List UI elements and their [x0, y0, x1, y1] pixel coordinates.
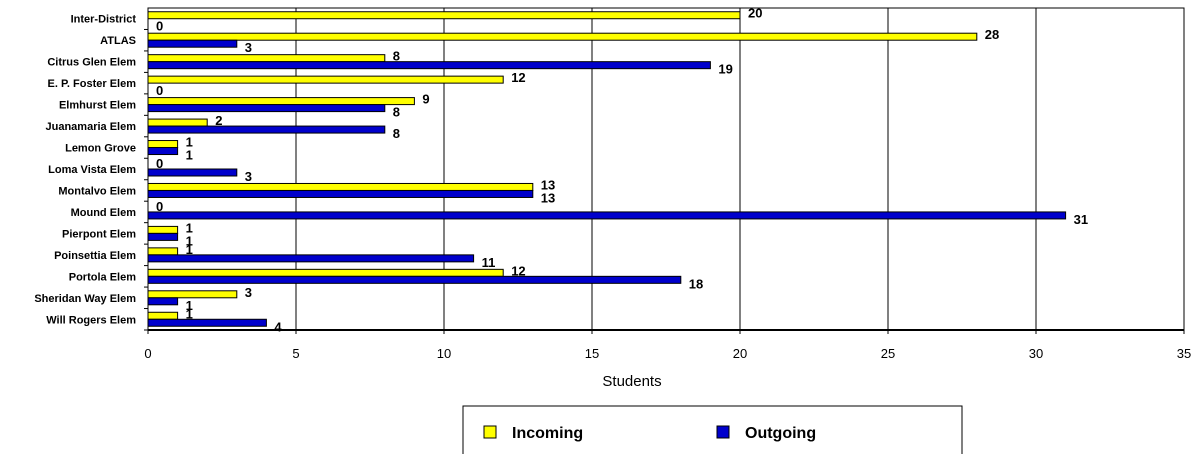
- value-label-incoming-sheridan-way-elem: 3: [245, 285, 252, 300]
- x-tick-label-25: 25: [881, 346, 895, 361]
- x-tick-label-0: 0: [144, 346, 151, 361]
- category-label-inter-district: Inter-District: [71, 14, 137, 26]
- legend-label-incoming: Incoming: [512, 425, 583, 442]
- value-label-incoming-lemon-grove: 1: [186, 135, 193, 150]
- x-tick-label-20: 20: [733, 346, 747, 361]
- bar-outgoing-mound-elem: [147, 211, 1067, 220]
- legend-swatch-outgoing: [716, 425, 730, 439]
- value-label-incoming-poinsettia-elem: 1: [186, 242, 193, 257]
- value-label-incoming-will-rogers-elem: 1: [186, 306, 193, 321]
- legend-label-outgoing: Outgoing: [745, 425, 816, 442]
- value-label-outgoing-citrus-glen-elem: 19: [718, 62, 732, 77]
- value-label-outgoing-mound-elem: 31: [1074, 212, 1088, 227]
- category-label-pierpont-elem: Pierpont Elem: [62, 228, 136, 240]
- value-label-outgoing-lemon-grove: 1: [186, 148, 193, 163]
- legend-box: [462, 405, 963, 454]
- bar-outgoing-montalvo-elem: [147, 189, 534, 198]
- value-label-incoming-citrus-glen-elem: 8: [393, 49, 400, 64]
- value-label-outgoing-portola-elem: 18: [689, 276, 703, 291]
- bar-incoming-citrus-glen-elem: [147, 54, 386, 63]
- bar-incoming-e-p-foster-elem: [147, 75, 504, 84]
- category-label-elmhurst-elem: Elmhurst Elem: [59, 100, 136, 112]
- value-label-outgoing-elmhurst-elem: 8: [393, 105, 400, 120]
- bar-outgoing-elmhurst-elem: [147, 104, 386, 113]
- x-tick-label-30: 30: [1029, 346, 1043, 361]
- x-axis-title: Students: [602, 373, 661, 390]
- bar-incoming-sheridan-way-elem: [147, 290, 238, 299]
- bar-incoming-will-rogers-elem: [147, 311, 179, 320]
- bar-outgoing-atlas: [147, 39, 238, 48]
- bar-incoming-juanamaria-elem: [147, 118, 208, 127]
- bar-incoming-elmhurst-elem: [147, 97, 415, 106]
- value-label-outgoing-poinsettia-elem: 11: [482, 255, 496, 270]
- x-tick-label-5: 5: [292, 346, 299, 361]
- value-label-outgoing-will-rogers-elem: 4: [274, 319, 282, 334]
- bar-incoming-montalvo-elem: [147, 182, 534, 191]
- bar-incoming-lemon-grove: [147, 140, 179, 149]
- bar-outgoing-pierpont-elem: [147, 232, 179, 241]
- bar-outgoing-portola-elem: [147, 275, 682, 284]
- value-label-outgoing-montalvo-elem: 13: [541, 190, 555, 205]
- bar-incoming-inter-district: [147, 11, 741, 20]
- value-label-outgoing-e-p-foster-elem: 0: [156, 83, 163, 98]
- category-label-citrus-glen-elem: Citrus Glen Elem: [47, 57, 136, 69]
- value-label-incoming-elmhurst-elem: 9: [422, 92, 429, 107]
- category-label-poinsettia-elem: Poinsettia Elem: [54, 250, 136, 262]
- category-label-e-p-foster-elem: E. P. Foster Elem: [48, 78, 137, 90]
- category-label-atlas: ATLAS: [100, 35, 136, 47]
- value-label-incoming-atlas: 28: [985, 27, 999, 42]
- x-tick-label-15: 15: [585, 346, 599, 361]
- bar-outgoing-will-rogers-elem: [147, 318, 267, 327]
- bar-outgoing-juanamaria-elem: [147, 125, 386, 134]
- category-labels: Inter-District ATLAS Citrus Glen Elem E. P.…: [34, 14, 136, 327]
- bar-incoming-poinsettia-elem: [147, 247, 179, 256]
- axes: [144, 8, 1184, 331]
- bar-incoming-portola-elem: [147, 268, 504, 277]
- category-label-montalvo-elem: Montalvo Elem: [58, 185, 136, 197]
- legend: Incoming Outgoing: [462, 405, 963, 454]
- value-label-incoming-e-p-foster-elem: 12: [511, 70, 525, 85]
- category-label-loma-vista-elem: Loma Vista Elem: [48, 164, 136, 176]
- category-label-lemon-grove: Lemon Grove: [65, 143, 136, 155]
- value-label-outgoing-sheridan-way-elem: 1: [186, 298, 193, 313]
- value-label-incoming-portola-elem: 12: [511, 263, 525, 278]
- value-label-outgoing-inter-district: 0: [156, 19, 163, 34]
- value-label-incoming-mound-elem: 0: [156, 199, 163, 214]
- value-label-outgoing-loma-vista-elem: 3: [245, 169, 252, 184]
- category-label-portola-elem: Portola Elem: [69, 271, 136, 283]
- value-label-outgoing-pierpont-elem: 1: [186, 233, 193, 248]
- bar-incoming-atlas: [147, 32, 978, 41]
- value-label-incoming-montalvo-elem: 13: [541, 177, 555, 192]
- bars: [147, 11, 1067, 327]
- category-label-juanamaria-elem: Juanamaria Elem: [46, 121, 137, 133]
- bar-outgoing-sheridan-way-elem: [147, 297, 179, 306]
- category-label-sheridan-way-elem: Sheridan Way Elem: [34, 293, 136, 305]
- bar-outgoing-citrus-glen-elem: [147, 61, 711, 70]
- x-tick-labels: 0 5 10 15 20 25 30 35: [144, 330, 1191, 361]
- legend-swatch-incoming: [483, 425, 497, 439]
- value-label-outgoing-juanamaria-elem: 8: [393, 126, 400, 141]
- category-label-will-rogers-elem: Will Rogers Elem: [46, 314, 136, 326]
- value-label-incoming-loma-vista-elem: 0: [156, 156, 163, 171]
- category-label-mound-elem: Mound Elem: [71, 207, 137, 219]
- x-tick-label-10: 10: [437, 346, 451, 361]
- value-label-incoming-juanamaria-elem: 2: [215, 113, 222, 128]
- value-label-incoming-inter-district: 20: [748, 6, 762, 21]
- bar-outgoing-lemon-grove: [147, 147, 179, 156]
- x-tick-label-35: 35: [1177, 346, 1191, 361]
- value-label-outgoing-atlas: 3: [245, 40, 252, 55]
- value-label-incoming-pierpont-elem: 1: [186, 220, 193, 235]
- bar-incoming-pierpont-elem: [147, 225, 179, 234]
- bar-outgoing-poinsettia-elem: [147, 254, 475, 263]
